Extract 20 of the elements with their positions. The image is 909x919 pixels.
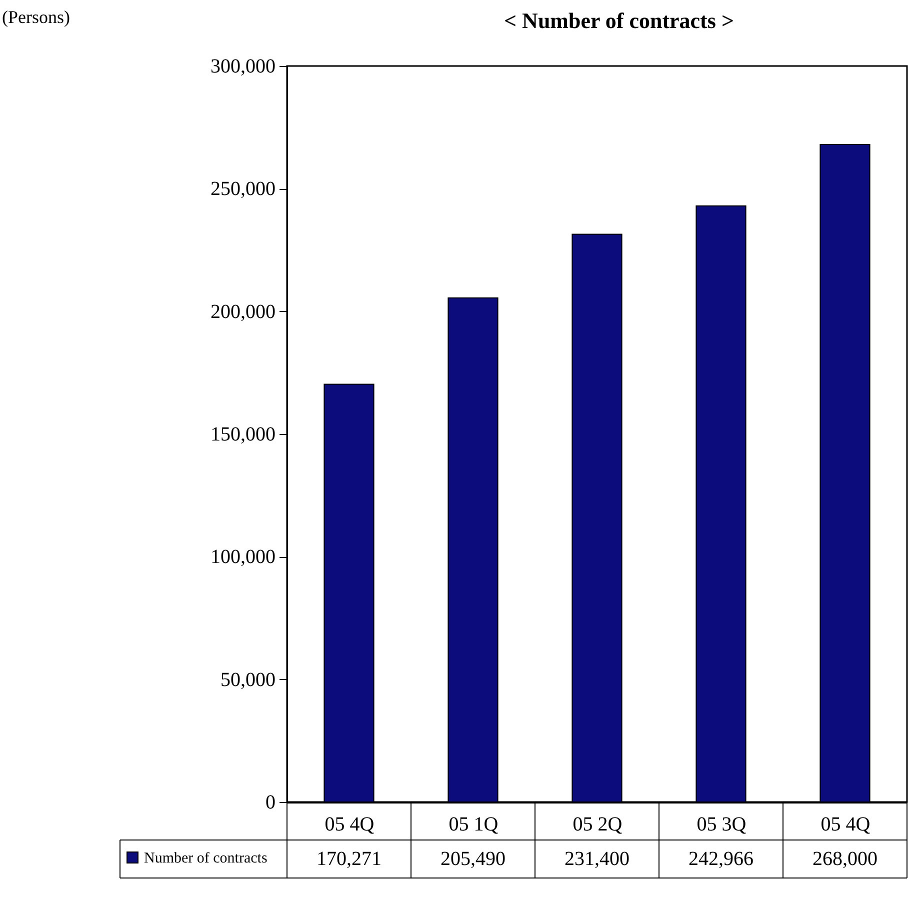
data-label: 205,490 xyxy=(440,848,506,870)
text: (Persons) xyxy=(2,7,70,27)
y-tick-label: 200,000 xyxy=(210,300,276,323)
x-tick-label: 05 4Q xyxy=(820,814,871,836)
chart-title: < Number of contracts > xyxy=(504,8,734,33)
data-label: 170,271 xyxy=(316,848,382,870)
x-tick-label: 05 3Q xyxy=(696,814,747,836)
y-tick-label: 300,000 xyxy=(210,56,276,78)
y-tick-label: 50,000 xyxy=(220,668,276,691)
x-tick-label: 05 4Q xyxy=(324,814,375,836)
data-label: 268,000 xyxy=(812,848,878,870)
data-label: 242,966 xyxy=(688,848,754,870)
legend-label: Number of contracts xyxy=(144,850,268,866)
data-label: 231,400 xyxy=(564,848,630,870)
y-tick-label: 0 xyxy=(266,792,276,814)
x-tick-label: 05 1Q xyxy=(448,814,499,836)
y-tick-label: 150,000 xyxy=(210,424,276,446)
y-tick-label: 250,000 xyxy=(210,178,276,200)
y-tick-label: 100,000 xyxy=(210,546,276,568)
x-tick-label: 05 2Q xyxy=(572,814,623,836)
